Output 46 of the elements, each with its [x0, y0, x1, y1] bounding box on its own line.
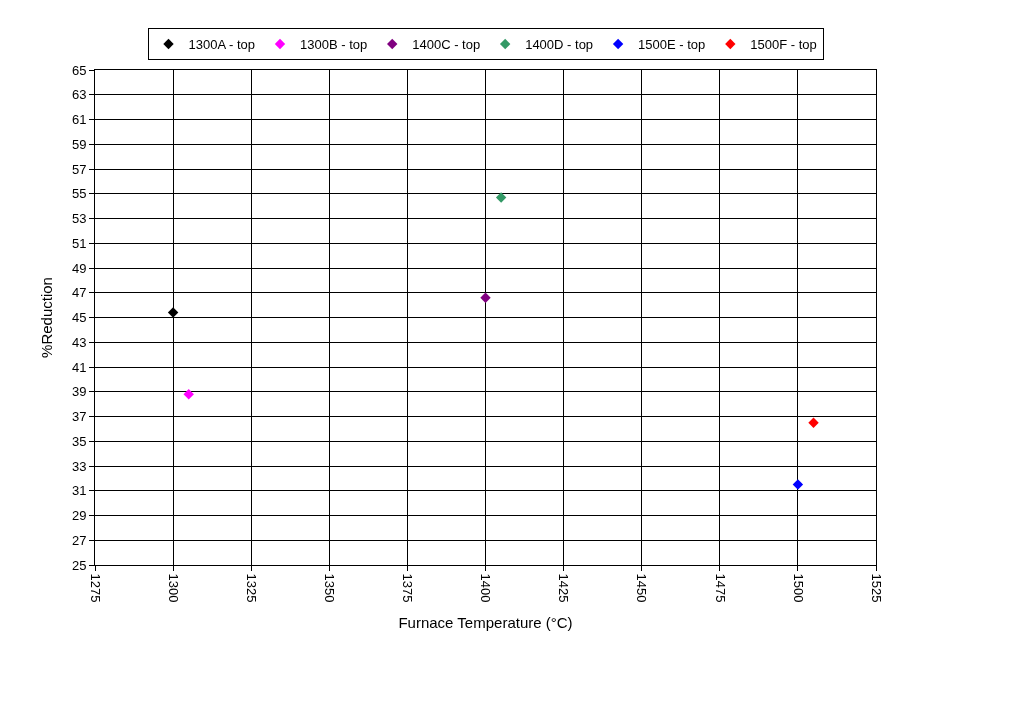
y-tick-label: 35	[71, 433, 87, 449]
x-tick-label: 1425	[556, 573, 572, 603]
x-tick-label: 1450	[634, 573, 650, 603]
y-tick-label: 59	[71, 136, 87, 152]
y-tick-label: 39	[71, 384, 87, 400]
y-tick-label: 63	[71, 87, 87, 103]
x-tick-label: 1275	[87, 573, 103, 603]
legend-label: 1300A - top	[188, 37, 255, 53]
x-tick-label: 1525	[868, 573, 884, 603]
y-tick-label: 45	[71, 310, 87, 326]
x-axis-title: Furnace Temperature (°C)	[398, 613, 573, 631]
y-tick-label: 49	[71, 260, 87, 276]
point	[792, 479, 804, 490]
x-tick-label: 1325	[243, 573, 259, 603]
legend-label: 1400D - top	[525, 37, 594, 53]
point	[183, 389, 194, 400]
x-tick-label: 1350	[322, 573, 338, 603]
legend-label: 1500F - top	[750, 37, 817, 53]
y-tick-label: 57	[71, 161, 87, 177]
x-tick-label: 1300	[165, 573, 181, 603]
x-tick-label: 1500	[790, 573, 806, 603]
y-tick-label: 55	[71, 186, 87, 202]
point	[808, 417, 819, 428]
y-tick-label: 43	[71, 334, 87, 350]
x-tick-label: 1400	[478, 573, 494, 603]
x-tick-label: 1375	[400, 573, 416, 603]
y-tick-label: 53	[71, 211, 87, 227]
y-tick-label: 25	[71, 557, 87, 573]
y-tick-label: 37	[71, 409, 87, 425]
y-tick-label: 41	[71, 359, 87, 375]
y-tick-label: 33	[71, 458, 87, 474]
point	[167, 307, 179, 318]
y-tick-label: 29	[71, 508, 87, 524]
y-tick-label: 65	[71, 62, 87, 78]
point	[495, 192, 507, 203]
y-tick-label: 51	[71, 235, 87, 251]
y-tick-label: 47	[71, 285, 87, 301]
legend-label: 1500E - top	[638, 37, 706, 53]
y-axis-title: %Reduction	[38, 277, 56, 358]
x-tick-label: 1475	[712, 573, 728, 603]
y-tick-label: 61	[71, 112, 87, 128]
legend-label: 1300B - top	[300, 37, 368, 53]
y-tick-label: 27	[71, 532, 87, 548]
point	[480, 292, 491, 303]
y-tick-label: 31	[71, 483, 87, 499]
legend-label: 1400C - top	[412, 37, 481, 53]
